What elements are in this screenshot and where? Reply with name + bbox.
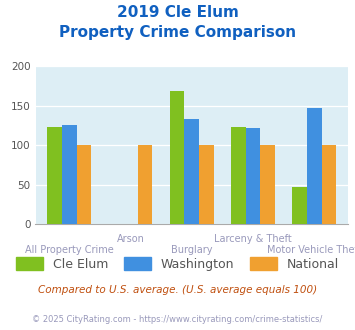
Text: Burglary: Burglary xyxy=(171,245,212,255)
Bar xyxy=(47,127,62,224)
Bar xyxy=(138,145,153,224)
Text: Larceny & Theft: Larceny & Theft xyxy=(214,234,292,244)
Text: Motor Vehicle Theft: Motor Vehicle Theft xyxy=(267,245,355,255)
Text: © 2025 CityRating.com - https://www.cityrating.com/crime-statistics/: © 2025 CityRating.com - https://www.city… xyxy=(32,315,323,324)
Legend: Cle Elum, Washington, National: Cle Elum, Washington, National xyxy=(11,252,344,276)
Text: 2019 Cle Elum
Property Crime Comparison: 2019 Cle Elum Property Crime Comparison xyxy=(59,5,296,40)
Bar xyxy=(231,127,246,224)
Text: All Property Crime: All Property Crime xyxy=(25,245,114,255)
Bar xyxy=(322,145,336,224)
Bar xyxy=(184,119,199,224)
Bar xyxy=(246,128,260,224)
Bar xyxy=(199,145,214,224)
Bar xyxy=(292,187,307,224)
Bar xyxy=(62,125,77,224)
Bar xyxy=(170,91,184,224)
Bar xyxy=(260,145,275,224)
Bar xyxy=(307,108,322,224)
Text: Arson: Arson xyxy=(116,234,144,244)
Bar xyxy=(77,145,91,224)
Text: Compared to U.S. average. (U.S. average equals 100): Compared to U.S. average. (U.S. average … xyxy=(38,285,317,295)
